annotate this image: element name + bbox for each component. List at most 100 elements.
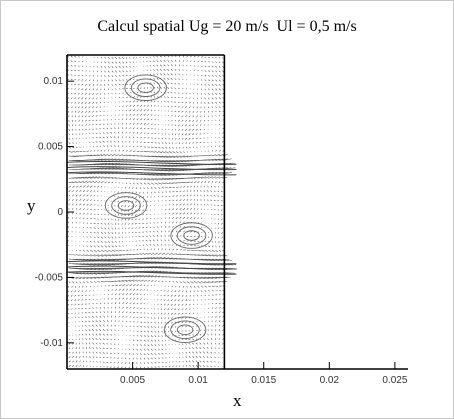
velocity-vector xyxy=(222,70,224,73)
velocity-vector xyxy=(115,61,118,64)
velocity-vector xyxy=(188,115,191,118)
velocity-vector xyxy=(197,258,209,261)
velocity-vector xyxy=(189,360,191,363)
velocity-vector xyxy=(211,241,213,243)
velocity-vector xyxy=(107,315,109,318)
velocity-vector xyxy=(167,64,170,67)
velocity-vector xyxy=(220,213,223,216)
velocity-vector xyxy=(68,351,71,354)
velocity-vector xyxy=(97,231,100,234)
velocity-vector xyxy=(158,357,160,359)
velocity-vector xyxy=(83,276,89,279)
streamline xyxy=(163,316,207,344)
velocity-vector xyxy=(154,142,157,144)
velocity-vector xyxy=(122,109,124,112)
velocity-vector xyxy=(190,194,192,197)
velocity-vector xyxy=(199,365,202,367)
velocity-vector xyxy=(185,360,188,363)
velocity-vector xyxy=(192,101,195,104)
velocity-vector xyxy=(82,245,84,247)
velocity-vector xyxy=(158,142,160,144)
velocity-vector xyxy=(147,366,149,369)
velocity-vector xyxy=(158,275,164,278)
velocity-vector xyxy=(170,312,173,315)
velocity-vector xyxy=(171,119,173,122)
velocity-vector xyxy=(150,312,153,314)
velocity-vector xyxy=(82,338,84,340)
velocity-vector xyxy=(106,127,109,130)
velocity-vector xyxy=(79,226,81,228)
velocity-vector xyxy=(83,267,97,271)
velocity-vector xyxy=(138,218,141,220)
velocity-vector xyxy=(192,347,195,350)
velocity-vector xyxy=(84,97,87,100)
velocity-vector xyxy=(103,145,105,148)
velocity-vector xyxy=(168,155,176,158)
velocity-vector xyxy=(159,73,163,76)
velocity-vector xyxy=(218,320,221,323)
velocity-vector xyxy=(186,146,188,149)
velocity-vector xyxy=(132,136,135,139)
velocity-vector xyxy=(167,77,170,80)
velocity-vector xyxy=(157,226,159,228)
velocity-vector xyxy=(136,253,141,255)
velocity-vector xyxy=(90,204,93,206)
velocity-vector xyxy=(99,342,102,345)
velocity-vector xyxy=(117,196,120,198)
velocity-vector xyxy=(161,164,177,167)
velocity-vector xyxy=(184,119,188,122)
velocity-vector xyxy=(97,222,100,225)
velocity-vector xyxy=(108,153,112,157)
velocity-vector xyxy=(81,106,84,109)
velocity-vector xyxy=(208,101,210,104)
velocity-vector xyxy=(168,212,171,215)
velocity-vector xyxy=(110,324,112,327)
velocity-vector xyxy=(114,200,116,202)
velocity-vector xyxy=(207,333,209,336)
velocity-vector xyxy=(92,316,94,318)
velocity-vector xyxy=(221,232,223,234)
velocity-vector xyxy=(107,320,109,323)
velocity-vector xyxy=(104,79,106,82)
velocity-vector xyxy=(136,122,139,125)
velocity-vector xyxy=(181,321,184,324)
velocity-vector xyxy=(90,240,92,243)
velocity-vector xyxy=(207,146,209,148)
velocity-vector xyxy=(92,356,95,358)
velocity-vector xyxy=(114,338,116,341)
velocity-vector xyxy=(136,257,146,260)
velocity-vector xyxy=(161,133,163,135)
velocity-vector xyxy=(128,236,130,238)
velocity-vector xyxy=(175,137,177,140)
velocity-vector xyxy=(103,306,105,309)
velocity-vector xyxy=(136,132,139,134)
velocity-vector xyxy=(204,172,214,175)
velocity-vector xyxy=(201,155,205,157)
velocity-vector xyxy=(192,137,195,140)
velocity-vector xyxy=(115,154,120,157)
velocity-vector xyxy=(218,70,221,73)
velocity-vector xyxy=(93,199,96,202)
velocity-vector xyxy=(67,294,70,297)
velocity-vector xyxy=(218,254,225,257)
velocity-vector xyxy=(85,79,87,81)
velocity-vector xyxy=(207,185,209,188)
velocity-vector xyxy=(159,60,162,62)
velocity-vector xyxy=(221,191,223,193)
velocity-vector xyxy=(147,182,151,185)
velocity-vector xyxy=(168,204,171,206)
velocity-vector xyxy=(115,236,117,239)
velocity-vector xyxy=(153,69,155,71)
velocity-vector xyxy=(124,205,127,208)
velocity-vector xyxy=(190,203,192,206)
velocity-vector xyxy=(140,100,143,103)
velocity-vector xyxy=(107,66,110,69)
velocity-vector xyxy=(104,249,109,252)
streamline xyxy=(66,166,237,171)
streamline xyxy=(176,324,194,336)
velocity-vector xyxy=(188,106,191,109)
velocity-vector xyxy=(99,328,102,332)
y-tick-label: -0.01 xyxy=(40,338,63,349)
velocity-vector xyxy=(140,339,143,342)
velocity-vector xyxy=(68,142,71,145)
